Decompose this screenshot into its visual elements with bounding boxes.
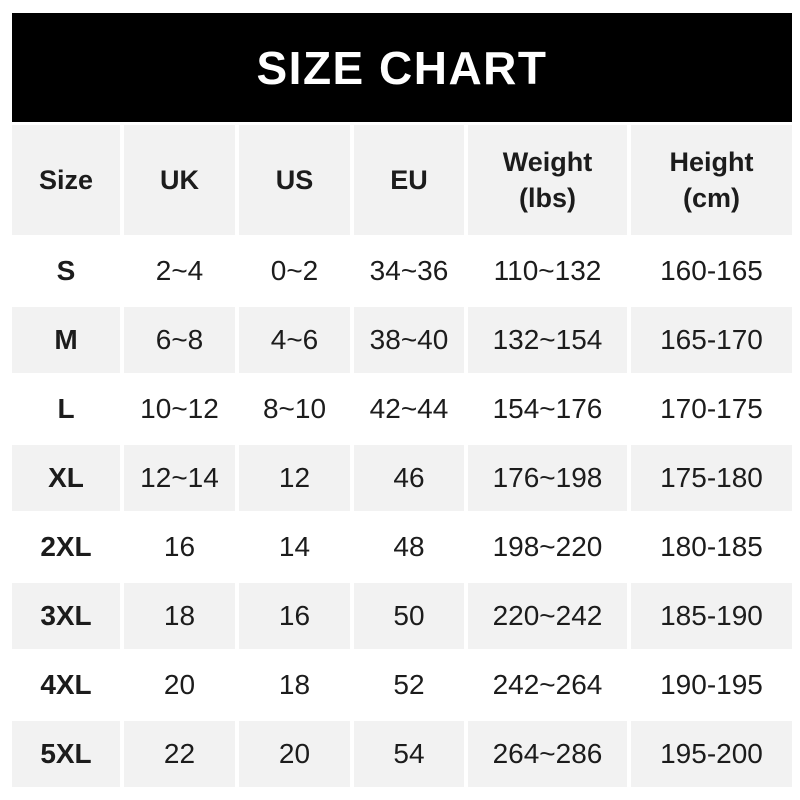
column-header-us: US [239, 125, 350, 235]
column-header-uk: UK [124, 125, 235, 235]
cell-weight: 220~242 [468, 583, 627, 649]
cell-us: 20 [239, 721, 350, 787]
cell-height: 180-185 [631, 514, 792, 580]
cell-uk: 16 [124, 514, 235, 580]
cell-uk: 20 [124, 652, 235, 718]
cell-weight: 264~286 [468, 721, 627, 787]
cell-uk: 10~12 [124, 376, 235, 442]
cell-size: 2XL [12, 514, 120, 580]
column-header-weight: Weight (lbs) [468, 125, 627, 235]
cell-size: 3XL [12, 583, 120, 649]
cell-size: 5XL [12, 721, 120, 787]
cell-eu: 34~36 [354, 238, 464, 304]
column-header-height: Height (cm) [631, 125, 792, 235]
cell-us: 4~6 [239, 307, 350, 373]
table-row-2xl: 2XL 16 14 48 198~220 180-185 [12, 514, 792, 580]
cell-eu: 50 [354, 583, 464, 649]
cell-uk: 12~14 [124, 445, 235, 511]
page-title: SIZE CHART [256, 41, 548, 94]
table-row-l: L 10~12 8~10 42~44 154~176 170-175 [12, 376, 792, 442]
table-row-m: M 6~8 4~6 38~40 132~154 165-170 [12, 307, 792, 373]
table-row-4xl: 4XL 20 18 52 242~264 190-195 [12, 652, 792, 718]
cell-eu: 54 [354, 721, 464, 787]
table-row-s: S 2~4 0~2 34~36 110~132 160-165 [12, 238, 792, 304]
cell-eu: 42~44 [354, 376, 464, 442]
cell-size: XL [12, 445, 120, 511]
cell-size: L [12, 376, 120, 442]
cell-weight: 110~132 [468, 238, 627, 304]
column-header-size: Size [12, 125, 120, 235]
cell-height: 170-175 [631, 376, 792, 442]
cell-us: 14 [239, 514, 350, 580]
table-row-3xl: 3XL 18 16 50 220~242 185-190 [12, 583, 792, 649]
cell-weight: 154~176 [468, 376, 627, 442]
cell-weight: 132~154 [468, 307, 627, 373]
table-row-xl: XL 12~14 12 46 176~198 175-180 [12, 445, 792, 511]
title-banner: SIZE CHART [12, 13, 792, 122]
cell-size: M [12, 307, 120, 373]
cell-eu: 46 [354, 445, 464, 511]
header-row: Size UK US EU Weight (lbs) Height (cm) [12, 125, 792, 235]
size-chart-table: Size UK US EU Weight (lbs) Height (cm) S… [8, 122, 796, 790]
cell-us: 8~10 [239, 376, 350, 442]
cell-weight: 242~264 [468, 652, 627, 718]
cell-height: 175-180 [631, 445, 792, 511]
cell-uk: 22 [124, 721, 235, 787]
cell-us: 12 [239, 445, 350, 511]
cell-eu: 38~40 [354, 307, 464, 373]
column-header-eu: EU [354, 125, 464, 235]
cell-weight: 198~220 [468, 514, 627, 580]
cell-height: 195-200 [631, 721, 792, 787]
cell-height: 160-165 [631, 238, 792, 304]
cell-height: 185-190 [631, 583, 792, 649]
cell-uk: 18 [124, 583, 235, 649]
cell-us: 0~2 [239, 238, 350, 304]
cell-uk: 6~8 [124, 307, 235, 373]
cell-eu: 52 [354, 652, 464, 718]
cell-eu: 48 [354, 514, 464, 580]
cell-us: 16 [239, 583, 350, 649]
cell-size: S [12, 238, 120, 304]
cell-height: 190-195 [631, 652, 792, 718]
cell-us: 18 [239, 652, 350, 718]
cell-height: 165-170 [631, 307, 792, 373]
cell-size: 4XL [12, 652, 120, 718]
cell-uk: 2~4 [124, 238, 235, 304]
cell-weight: 176~198 [468, 445, 627, 511]
table-row-5xl: 5XL 22 20 54 264~286 195-200 [12, 721, 792, 787]
